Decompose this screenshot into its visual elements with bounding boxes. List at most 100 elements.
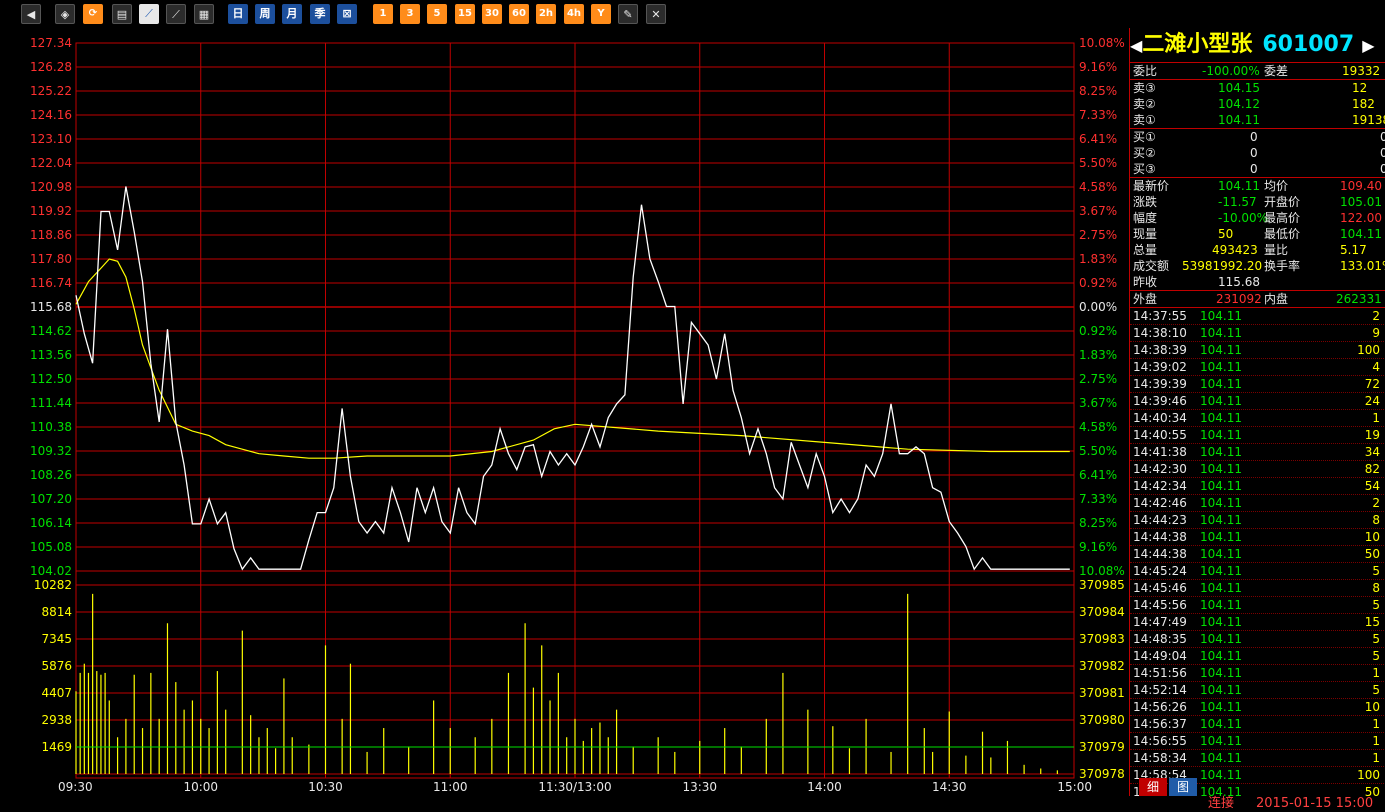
tick-volume: 15 — [1364, 615, 1380, 629]
tick-volume: 1 — [1372, 751, 1380, 765]
inner-value: 262331 — [1336, 292, 1382, 306]
period-5min-button[interactable]: 5 — [427, 4, 447, 24]
tick-row[interactable]: 14:44:23 104.11 8 — [1130, 512, 1385, 529]
volume-bars — [75, 593, 1074, 774]
tick-row[interactable]: 14:42:46 104.11 2 — [1130, 495, 1385, 512]
tick-price: 104.11 — [1200, 360, 1242, 374]
tick-row[interactable]: 14:56:55 104.11 1 — [1130, 733, 1385, 750]
compare-chart-button[interactable]: ⟋ — [166, 4, 186, 24]
tick-row[interactable]: 14:44:38 104.11 10 — [1130, 529, 1385, 546]
tab-chart[interactable]: 图 — [1169, 778, 1197, 796]
period-4h-button[interactable]: 4h — [564, 4, 584, 24]
period-day-button[interactable]: 日 — [228, 4, 248, 24]
period-1min-button[interactable]: 1 — [373, 4, 393, 24]
tick-row[interactable]: 14:42:34 104.11 54 — [1130, 478, 1385, 495]
ask-level-label: 卖② — [1133, 97, 1156, 111]
tick-time: 14:44:38 — [1133, 547, 1187, 561]
status-bar: 连接 2015-01-15 15:00 — [0, 796, 1385, 812]
back-button[interactable]: ◀ — [21, 4, 41, 24]
tools-button[interactable]: ✕ — [646, 4, 666, 24]
tick-volume: 4 — [1372, 360, 1380, 374]
minute-chart-button[interactable]: ⟋ — [139, 4, 159, 24]
tick-time: 14:42:46 — [1133, 496, 1187, 510]
tick-row[interactable]: 14:58:34 104.11 1 — [1130, 750, 1385, 767]
filter-button[interactable]: Y — [591, 4, 611, 24]
stat-label: 换手率 — [1264, 259, 1301, 273]
percent-tick-label: 9.16% — [1079, 540, 1117, 554]
tick-row[interactable]: 14:45:46 104.11 8 — [1130, 580, 1385, 597]
price-tick-label: 126.28 — [30, 60, 72, 74]
weicha-label: 委差 — [1264, 64, 1289, 78]
clipboard-button[interactable]: ▤ — [112, 4, 132, 24]
tick-price: 104.11 — [1200, 785, 1242, 796]
tick-time: 14:42:34 — [1133, 479, 1187, 493]
tick-row[interactable]: 14:40:55 104.11 19 — [1130, 427, 1385, 444]
tick-row[interactable]: 14:37:55 104.11 2 — [1130, 308, 1385, 325]
prev-close-value: 115.68 — [1218, 275, 1260, 289]
tick-price: 104.11 — [1200, 649, 1242, 663]
percent-tick-label: 3.67% — [1079, 396, 1117, 410]
tick-row[interactable]: 14:47:49 104.11 15 — [1130, 614, 1385, 631]
bid-levels: 买①00买②00买③00 — [1130, 128, 1385, 177]
stat-value: -10.00% — [1218, 211, 1269, 225]
tick-list[interactable]: 14:37:55 104.11 2 14:38:10 104.11 9 14:38:39 10… — [1130, 307, 1385, 796]
tick-row[interactable]: 14:56:26 104.11 10 — [1130, 699, 1385, 716]
refresh-button[interactable]: ⟳ — [83, 4, 103, 24]
box-button[interactable]: ◈ — [55, 4, 75, 24]
price-tick-label: 117.80 — [30, 252, 72, 266]
ask-level-volume: 12 — [1352, 81, 1368, 95]
tick-row[interactable]: 14:38:10 104.11 9 — [1130, 325, 1385, 342]
tick-row[interactable]: 14:41:38 104.11 34 — [1130, 444, 1385, 461]
bid-level-volume: 0 — [1380, 145, 1385, 161]
period-3min-button[interactable]: 3 — [400, 4, 420, 24]
ask-level-price: 104.15 — [1218, 81, 1260, 95]
compare-chart-icon: ⟋ — [172, 8, 180, 21]
status-datetime: 2015-01-15 15:00 — [1256, 796, 1374, 811]
prev-close-row: 昨收 115.68 — [1130, 274, 1385, 290]
tick-price: 104.11 — [1200, 309, 1242, 323]
stat-label: 最高价 — [1264, 211, 1301, 225]
tick-row[interactable]: 14:39:02 104.11 4 — [1130, 359, 1385, 376]
tick-row[interactable]: 14:45:56 104.11 5 — [1130, 597, 1385, 614]
draw-button[interactable]: ✎ — [618, 4, 638, 24]
tick-row[interactable]: 14:40:34 104.11 1 — [1130, 410, 1385, 427]
tick-price: 104.11 — [1200, 326, 1242, 340]
tab-detail[interactable]: 细 — [1139, 778, 1167, 796]
period-week-button[interactable]: 周 — [255, 4, 275, 24]
period-custom-button[interactable]: ⊠ — [337, 4, 357, 24]
next-stock-arrow-icon[interactable]: ▶ — [1362, 36, 1375, 55]
tick-row[interactable]: 14:45:24 104.11 5 — [1130, 563, 1385, 580]
stock-name: 二滩小型张 — [1142, 32, 1253, 57]
period-60min-button[interactable]: 60 — [509, 4, 529, 24]
time-tick-label: 14:00 — [807, 780, 842, 794]
tick-row[interactable]: 14:56:37 104.11 1 — [1130, 716, 1385, 733]
quote-stat-row: 总量 493423 量比 5.17 — [1130, 242, 1385, 258]
period-season-button[interactable]: 季 — [310, 4, 330, 24]
volume-right-tick-label: 370983 — [1079, 632, 1125, 646]
period-month-button[interactable]: 月 — [282, 4, 302, 24]
connection-status[interactable]: 连接 — [1208, 796, 1235, 811]
tick-volume: 19 — [1364, 428, 1380, 442]
tick-row[interactable]: 14:48:35 104.11 5 — [1130, 631, 1385, 648]
bid-level-price: 0 — [1250, 146, 1258, 160]
tick-row[interactable]: 14:38:39 104.11 100 — [1130, 342, 1385, 359]
period-15min-button[interactable]: 15 — [455, 4, 475, 24]
tick-row[interactable]: 14:39:46 104.11 24 — [1130, 393, 1385, 410]
tick-row[interactable]: 14:52:14 104.11 5 — [1130, 682, 1385, 699]
tick-time: 14:44:38 — [1133, 530, 1187, 544]
tick-row[interactable]: 14:44:38 104.11 50 — [1130, 546, 1385, 563]
time-tick-label: 10:00 — [183, 780, 218, 794]
prev-stock-arrow-icon[interactable]: ◀ — [1130, 36, 1143, 55]
table-button[interactable]: ▦ — [194, 4, 214, 24]
tick-row[interactable]: 14:42:30 104.11 82 — [1130, 461, 1385, 478]
ask-level-volume: 19138 — [1352, 113, 1385, 127]
volume-right-tick-label: 370978 — [1079, 767, 1125, 781]
period-30min-button[interactable]: 30 — [482, 4, 502, 24]
tick-row[interactable]: 14:51:56 104.11 1 — [1130, 665, 1385, 682]
tick-time: 14:51:56 — [1133, 666, 1187, 680]
tick-price: 104.11 — [1200, 598, 1242, 612]
volume-tick-label: 4407 — [41, 686, 72, 700]
tick-row[interactable]: 14:39:39 104.11 72 — [1130, 376, 1385, 393]
period-2h-button[interactable]: 2h — [536, 4, 556, 24]
tick-row[interactable]: 14:49:04 104.11 5 — [1130, 648, 1385, 665]
